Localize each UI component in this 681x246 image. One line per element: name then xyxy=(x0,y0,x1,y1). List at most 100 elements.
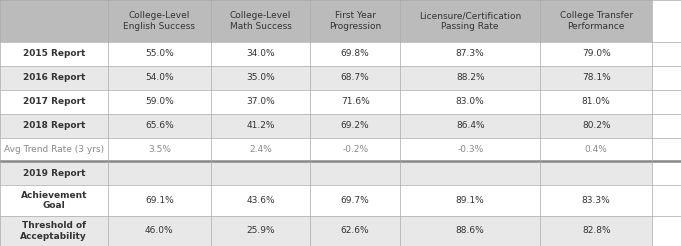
Bar xyxy=(211,42,310,66)
Text: 69.1%: 69.1% xyxy=(145,196,174,205)
Text: -0.2%: -0.2% xyxy=(342,145,368,154)
Text: College-Level
English Success: College-Level English Success xyxy=(123,11,195,31)
Bar xyxy=(108,138,211,161)
Bar xyxy=(540,161,652,185)
Bar xyxy=(211,66,310,90)
Bar xyxy=(310,42,400,66)
Bar xyxy=(0,114,108,138)
Bar xyxy=(108,114,211,138)
Bar xyxy=(310,185,400,216)
Text: 59.0%: 59.0% xyxy=(145,97,174,106)
Text: 87.3%: 87.3% xyxy=(456,49,485,59)
Text: 83.0%: 83.0% xyxy=(456,97,485,106)
Text: College Transfer
Performance: College Transfer Performance xyxy=(560,11,633,31)
Bar xyxy=(540,66,652,90)
Text: 89.1%: 89.1% xyxy=(456,196,485,205)
Text: 46.0%: 46.0% xyxy=(145,226,174,235)
Bar xyxy=(310,114,400,138)
Text: 78.1%: 78.1% xyxy=(582,73,611,82)
Bar xyxy=(108,42,211,66)
Text: 0.4%: 0.4% xyxy=(585,145,607,154)
Bar xyxy=(0,216,108,246)
Bar xyxy=(540,138,652,161)
Bar xyxy=(0,90,108,114)
Bar xyxy=(108,0,211,42)
Bar xyxy=(310,0,400,42)
Text: College-Level
Math Success: College-Level Math Success xyxy=(229,11,291,31)
Bar xyxy=(310,216,400,246)
Bar xyxy=(0,0,108,42)
Bar xyxy=(310,138,400,161)
Text: -0.3%: -0.3% xyxy=(457,145,484,154)
Text: 79.0%: 79.0% xyxy=(582,49,611,59)
Text: 80.2%: 80.2% xyxy=(582,121,611,130)
Text: 43.6%: 43.6% xyxy=(246,196,275,205)
Text: 71.6%: 71.6% xyxy=(340,97,370,106)
Text: 2018 Report: 2018 Report xyxy=(22,121,85,130)
Bar xyxy=(0,185,108,216)
Bar xyxy=(211,90,310,114)
Bar xyxy=(108,161,211,185)
Text: 2.4%: 2.4% xyxy=(249,145,272,154)
Text: 35.0%: 35.0% xyxy=(246,73,275,82)
Bar xyxy=(400,161,540,185)
Bar xyxy=(400,0,540,42)
Bar xyxy=(310,66,400,90)
Text: Avg Trend Rate (3 yrs): Avg Trend Rate (3 yrs) xyxy=(3,145,104,154)
Bar xyxy=(0,42,108,66)
Text: 83.3%: 83.3% xyxy=(582,196,611,205)
Bar xyxy=(400,66,540,90)
Bar xyxy=(310,161,400,185)
Text: 55.0%: 55.0% xyxy=(145,49,174,59)
Text: 25.9%: 25.9% xyxy=(246,226,275,235)
Bar xyxy=(0,138,108,161)
Bar xyxy=(108,90,211,114)
Text: 54.0%: 54.0% xyxy=(145,73,174,82)
Bar xyxy=(0,161,108,185)
Text: 2016 Report: 2016 Report xyxy=(22,73,85,82)
Bar xyxy=(108,185,211,216)
Bar xyxy=(400,216,540,246)
Bar xyxy=(540,42,652,66)
Bar xyxy=(108,66,211,90)
Bar xyxy=(211,161,310,185)
Text: 2019 Report: 2019 Report xyxy=(22,169,85,178)
Bar xyxy=(400,138,540,161)
Bar xyxy=(310,90,400,114)
Bar xyxy=(540,90,652,114)
Text: 65.6%: 65.6% xyxy=(145,121,174,130)
Text: 82.8%: 82.8% xyxy=(582,226,611,235)
Text: Achievement
Goal: Achievement Goal xyxy=(20,191,87,210)
Bar xyxy=(211,216,310,246)
Text: First Year
Progression: First Year Progression xyxy=(329,11,381,31)
Text: 69.7%: 69.7% xyxy=(340,196,370,205)
Bar xyxy=(211,0,310,42)
Text: Threshold of
Acceptability: Threshold of Acceptability xyxy=(20,221,87,241)
Bar xyxy=(400,42,540,66)
Bar xyxy=(400,185,540,216)
Bar xyxy=(540,0,652,42)
Text: 34.0%: 34.0% xyxy=(246,49,275,59)
Bar xyxy=(400,114,540,138)
Bar xyxy=(540,114,652,138)
Text: Licensure/Certification
Passing Rate: Licensure/Certification Passing Rate xyxy=(419,11,522,31)
Text: 88.2%: 88.2% xyxy=(456,73,485,82)
Text: 2015 Report: 2015 Report xyxy=(22,49,85,59)
Bar xyxy=(211,138,310,161)
Bar xyxy=(400,90,540,114)
Bar xyxy=(0,66,108,90)
Text: 81.0%: 81.0% xyxy=(582,97,611,106)
Text: 2017 Report: 2017 Report xyxy=(22,97,85,106)
Text: 37.0%: 37.0% xyxy=(246,97,275,106)
Bar xyxy=(211,114,310,138)
Text: 69.2%: 69.2% xyxy=(340,121,370,130)
Text: 88.6%: 88.6% xyxy=(456,226,485,235)
Bar xyxy=(211,185,310,216)
Bar xyxy=(108,216,211,246)
Text: 41.2%: 41.2% xyxy=(247,121,274,130)
Text: 68.7%: 68.7% xyxy=(340,73,370,82)
Text: 62.6%: 62.6% xyxy=(340,226,370,235)
Bar xyxy=(540,185,652,216)
Bar xyxy=(540,216,652,246)
Text: 86.4%: 86.4% xyxy=(456,121,485,130)
